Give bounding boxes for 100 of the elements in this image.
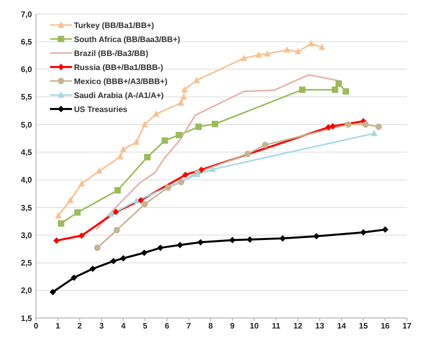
point <box>138 197 144 204</box>
point <box>244 150 251 158</box>
point <box>178 99 184 106</box>
legend-label: Saudi Arabia (A-/A1/A+) <box>74 90 164 100</box>
point <box>96 167 102 174</box>
point <box>120 146 126 152</box>
point <box>94 244 101 252</box>
point <box>362 121 369 128</box>
point <box>284 46 290 53</box>
point <box>108 210 114 217</box>
point <box>332 86 338 93</box>
x-tick-label: 0 <box>34 322 39 331</box>
point <box>195 124 202 130</box>
point <box>229 236 236 244</box>
point <box>162 137 168 144</box>
point <box>70 274 78 281</box>
point <box>264 50 271 56</box>
x-tick-label: 3 <box>99 322 104 331</box>
point <box>114 187 121 194</box>
point <box>176 242 184 248</box>
point <box>279 235 286 242</box>
point <box>164 184 172 191</box>
point <box>114 226 120 234</box>
point <box>53 237 60 244</box>
point <box>112 208 120 216</box>
x-tick-label: 16 <box>380 322 390 331</box>
point <box>344 121 352 128</box>
x-tick-label: 6 <box>164 322 170 331</box>
point <box>308 40 314 47</box>
y-tick-label: 1,5 <box>20 314 33 323</box>
legend-label: South Africa (BB/Baa3/BB+) <box>74 34 180 44</box>
point <box>246 236 254 243</box>
x-tick-label: 17 <box>402 322 412 331</box>
x-tick-label: 2 <box>77 322 82 331</box>
x-tick-label: 13 <box>315 322 325 331</box>
point <box>141 200 148 208</box>
point <box>78 232 85 239</box>
x-tick-label: 5 <box>142 322 148 331</box>
point <box>176 132 182 138</box>
point <box>133 197 140 204</box>
y-tick-label: 5,5 <box>20 92 33 102</box>
x-tick-label: 15 <box>358 322 368 331</box>
point <box>240 54 248 61</box>
point <box>178 178 184 186</box>
x-tick-label: 10 <box>250 322 260 331</box>
y-tick-label: 2,5 <box>20 258 33 268</box>
point <box>335 80 342 87</box>
y-tick-label: 3,0 <box>20 230 33 240</box>
x-tick-label: 7 <box>186 322 192 331</box>
point <box>375 124 382 130</box>
point <box>133 138 140 145</box>
x-tick-label: 11 <box>272 322 281 331</box>
point <box>144 154 150 160</box>
point <box>262 142 268 148</box>
y-tick-label: 4,0 <box>20 176 33 185</box>
point <box>90 266 96 272</box>
point <box>67 196 74 203</box>
point <box>193 76 200 84</box>
point <box>360 229 367 236</box>
point <box>210 166 216 172</box>
point <box>181 86 188 92</box>
x-tick-label: 4 <box>121 322 126 331</box>
legend-label: US Treasuries <box>74 104 128 114</box>
point <box>342 88 350 95</box>
y-tick-label: 2,0 <box>20 286 33 296</box>
legend-label: Turkey (BB/Ba1/BB+) <box>74 20 154 30</box>
point <box>182 172 189 178</box>
point <box>313 232 320 240</box>
x-tick-label: 12 <box>293 322 303 331</box>
point <box>78 180 85 186</box>
y-tick-label: 3,5 <box>20 203 33 212</box>
point <box>197 239 204 246</box>
x-tick-label: 9 <box>230 322 236 331</box>
point <box>157 244 164 252</box>
point <box>50 288 56 296</box>
y-tick-label: 6,0 <box>20 65 33 74</box>
point <box>299 86 306 93</box>
x-tick-label: 14 <box>337 322 347 331</box>
point <box>141 250 148 256</box>
y-tick-label: 4,5 <box>20 148 33 158</box>
point <box>74 209 81 216</box>
point <box>255 51 262 58</box>
point <box>110 258 117 264</box>
point <box>117 152 124 160</box>
legend-label: Mexico (BBB+/A3/BBB+) <box>74 76 168 86</box>
point <box>58 220 64 227</box>
legend-label: Brazil (BB-/Ba3/BB) <box>74 48 148 58</box>
point <box>371 130 378 136</box>
x-tick-label: 8 <box>208 322 214 331</box>
point <box>318 43 326 50</box>
y-tick-label: 7,0 <box>20 10 33 19</box>
point <box>382 226 388 233</box>
y-tick-label: 5,0 <box>20 120 33 130</box>
legend-label: Russia (BB+/Ba1/BBB-) <box>74 62 164 72</box>
point <box>55 212 62 218</box>
y-tick-label: 6,5 <box>20 37 33 46</box>
point <box>141 120 148 128</box>
point <box>330 123 336 130</box>
x-tick-label: 1 <box>56 322 61 331</box>
point <box>180 93 187 100</box>
